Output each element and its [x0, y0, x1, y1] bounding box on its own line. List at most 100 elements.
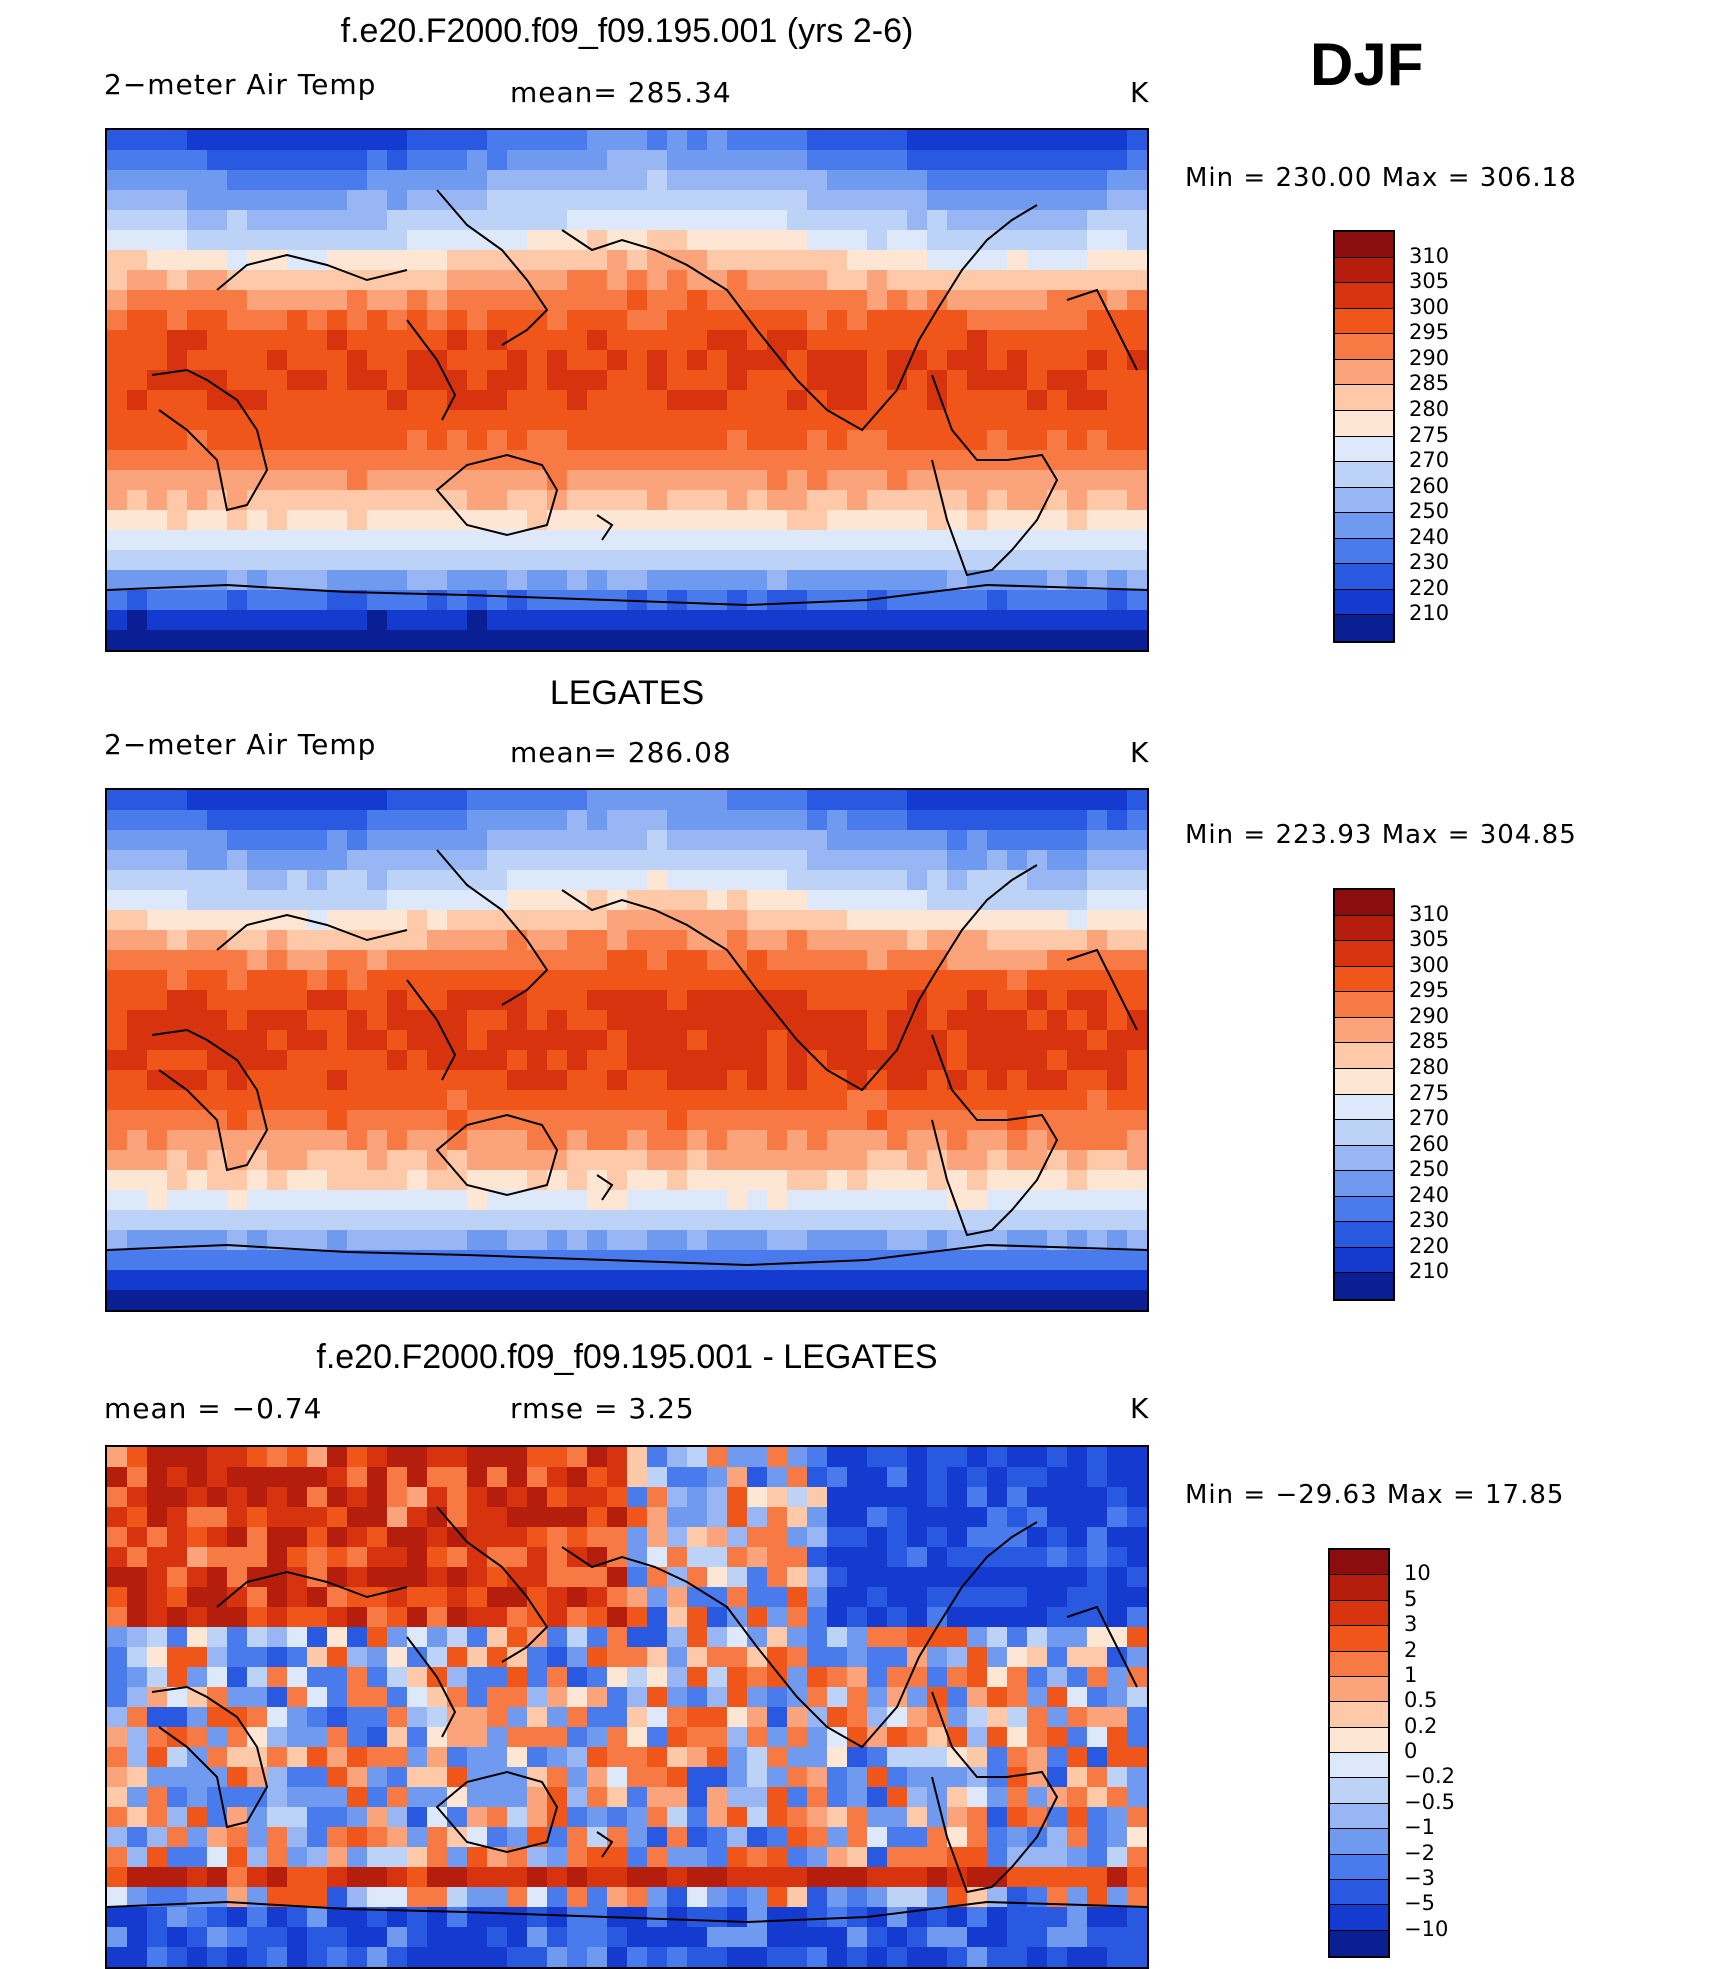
field-cell	[727, 1547, 748, 1568]
field-cell	[147, 170, 168, 191]
field-cell	[267, 1867, 288, 1888]
field-cell	[787, 290, 808, 311]
field-cell	[987, 1647, 1008, 1668]
field-cell	[347, 1030, 368, 1051]
field-cell	[667, 1030, 688, 1051]
field-cell	[827, 490, 848, 511]
field-cell	[827, 1607, 848, 1628]
field-cell	[967, 1647, 988, 1668]
colorbar-cell	[1335, 564, 1393, 590]
field-cell	[1047, 1527, 1068, 1548]
field-cell	[607, 230, 628, 251]
field-cell	[987, 1467, 1008, 1488]
field-cell	[1007, 1270, 1028, 1291]
field-cell	[687, 1727, 708, 1748]
field-cell	[127, 550, 148, 571]
field-cell	[947, 230, 968, 251]
field-cell	[1107, 850, 1128, 871]
field-cell	[107, 1467, 128, 1488]
field-cell	[227, 1847, 248, 1868]
field-cell	[1027, 890, 1048, 911]
field-cell	[1087, 230, 1108, 251]
field-cell	[647, 530, 668, 551]
field-cell	[647, 990, 668, 1011]
field-cell	[667, 370, 688, 391]
field-cell	[627, 1867, 648, 1888]
field-cell	[387, 970, 408, 991]
field-cell	[567, 1507, 588, 1528]
field-cell	[347, 1447, 368, 1468]
field-cell	[1127, 1290, 1147, 1310]
field-cell	[867, 890, 888, 911]
field-cell	[147, 210, 168, 231]
field-cell	[807, 1230, 828, 1251]
field-cell	[927, 1667, 948, 1688]
field-cell	[187, 1130, 208, 1151]
field-cell	[487, 190, 508, 211]
field-cell	[467, 630, 488, 650]
field-cell	[387, 830, 408, 851]
field-cell	[167, 1090, 188, 1111]
field-cell	[907, 910, 928, 931]
field-cell	[1087, 990, 1108, 1011]
field-cell	[707, 370, 728, 391]
field-cell	[547, 290, 568, 311]
field-cell	[447, 870, 468, 891]
colorbar-tick-label: 0.2	[1404, 1713, 1438, 1738]
field-cell	[1067, 1250, 1088, 1271]
field-cell	[807, 870, 828, 891]
panel-model-units: K	[1130, 76, 1150, 109]
field-cell	[427, 610, 448, 631]
field-cell	[287, 1050, 308, 1071]
field-cell	[327, 230, 348, 251]
field-cell	[627, 1807, 648, 1828]
field-cell	[587, 1547, 608, 1568]
field-cell	[1047, 1827, 1068, 1848]
field-cell	[787, 1767, 808, 1788]
field-cell	[747, 1230, 768, 1251]
field-cell	[747, 830, 768, 851]
field-cell	[467, 1050, 488, 1071]
field-cell	[507, 310, 528, 331]
field-cell	[247, 930, 268, 951]
field-cell	[827, 1467, 848, 1488]
field-cell	[407, 1787, 428, 1808]
field-cell	[827, 790, 848, 811]
field-cell	[607, 1210, 628, 1231]
field-cell	[1087, 1487, 1108, 1508]
field-cell	[687, 190, 708, 211]
field-cell	[167, 930, 188, 951]
field-cell	[167, 1050, 188, 1071]
field-cell	[467, 1947, 488, 1967]
colorbar-tick-label: 0	[1404, 1739, 1418, 1763]
field-cell	[387, 1010, 408, 1031]
field-cell	[987, 950, 1008, 971]
field-cell	[427, 290, 448, 311]
field-cell	[727, 1947, 748, 1967]
field-cell	[867, 630, 888, 650]
field-cell	[947, 630, 968, 650]
field-cell	[167, 1030, 188, 1051]
field-cell	[167, 1887, 188, 1908]
field-cell	[467, 1447, 488, 1468]
field-cell	[387, 1867, 408, 1888]
field-cell	[567, 1250, 588, 1271]
field-cell	[867, 1807, 888, 1828]
field-cell	[687, 1090, 708, 1111]
field-cell	[1127, 1947, 1147, 1967]
field-cell	[247, 630, 268, 650]
field-cell	[507, 190, 528, 211]
field-cell	[987, 1250, 1008, 1271]
field-cell	[1047, 1210, 1068, 1231]
field-cell	[687, 1767, 708, 1788]
panel-diff-units: K	[1130, 1392, 1150, 1425]
field-cell	[787, 510, 808, 531]
field-cell	[987, 230, 1008, 251]
field-cell	[947, 1687, 968, 1708]
field-cell	[827, 930, 848, 951]
field-cell	[567, 1627, 588, 1648]
field-cell	[727, 1210, 748, 1231]
field-cell	[847, 330, 868, 351]
field-cell	[187, 790, 208, 811]
field-cell	[607, 1947, 628, 1967]
